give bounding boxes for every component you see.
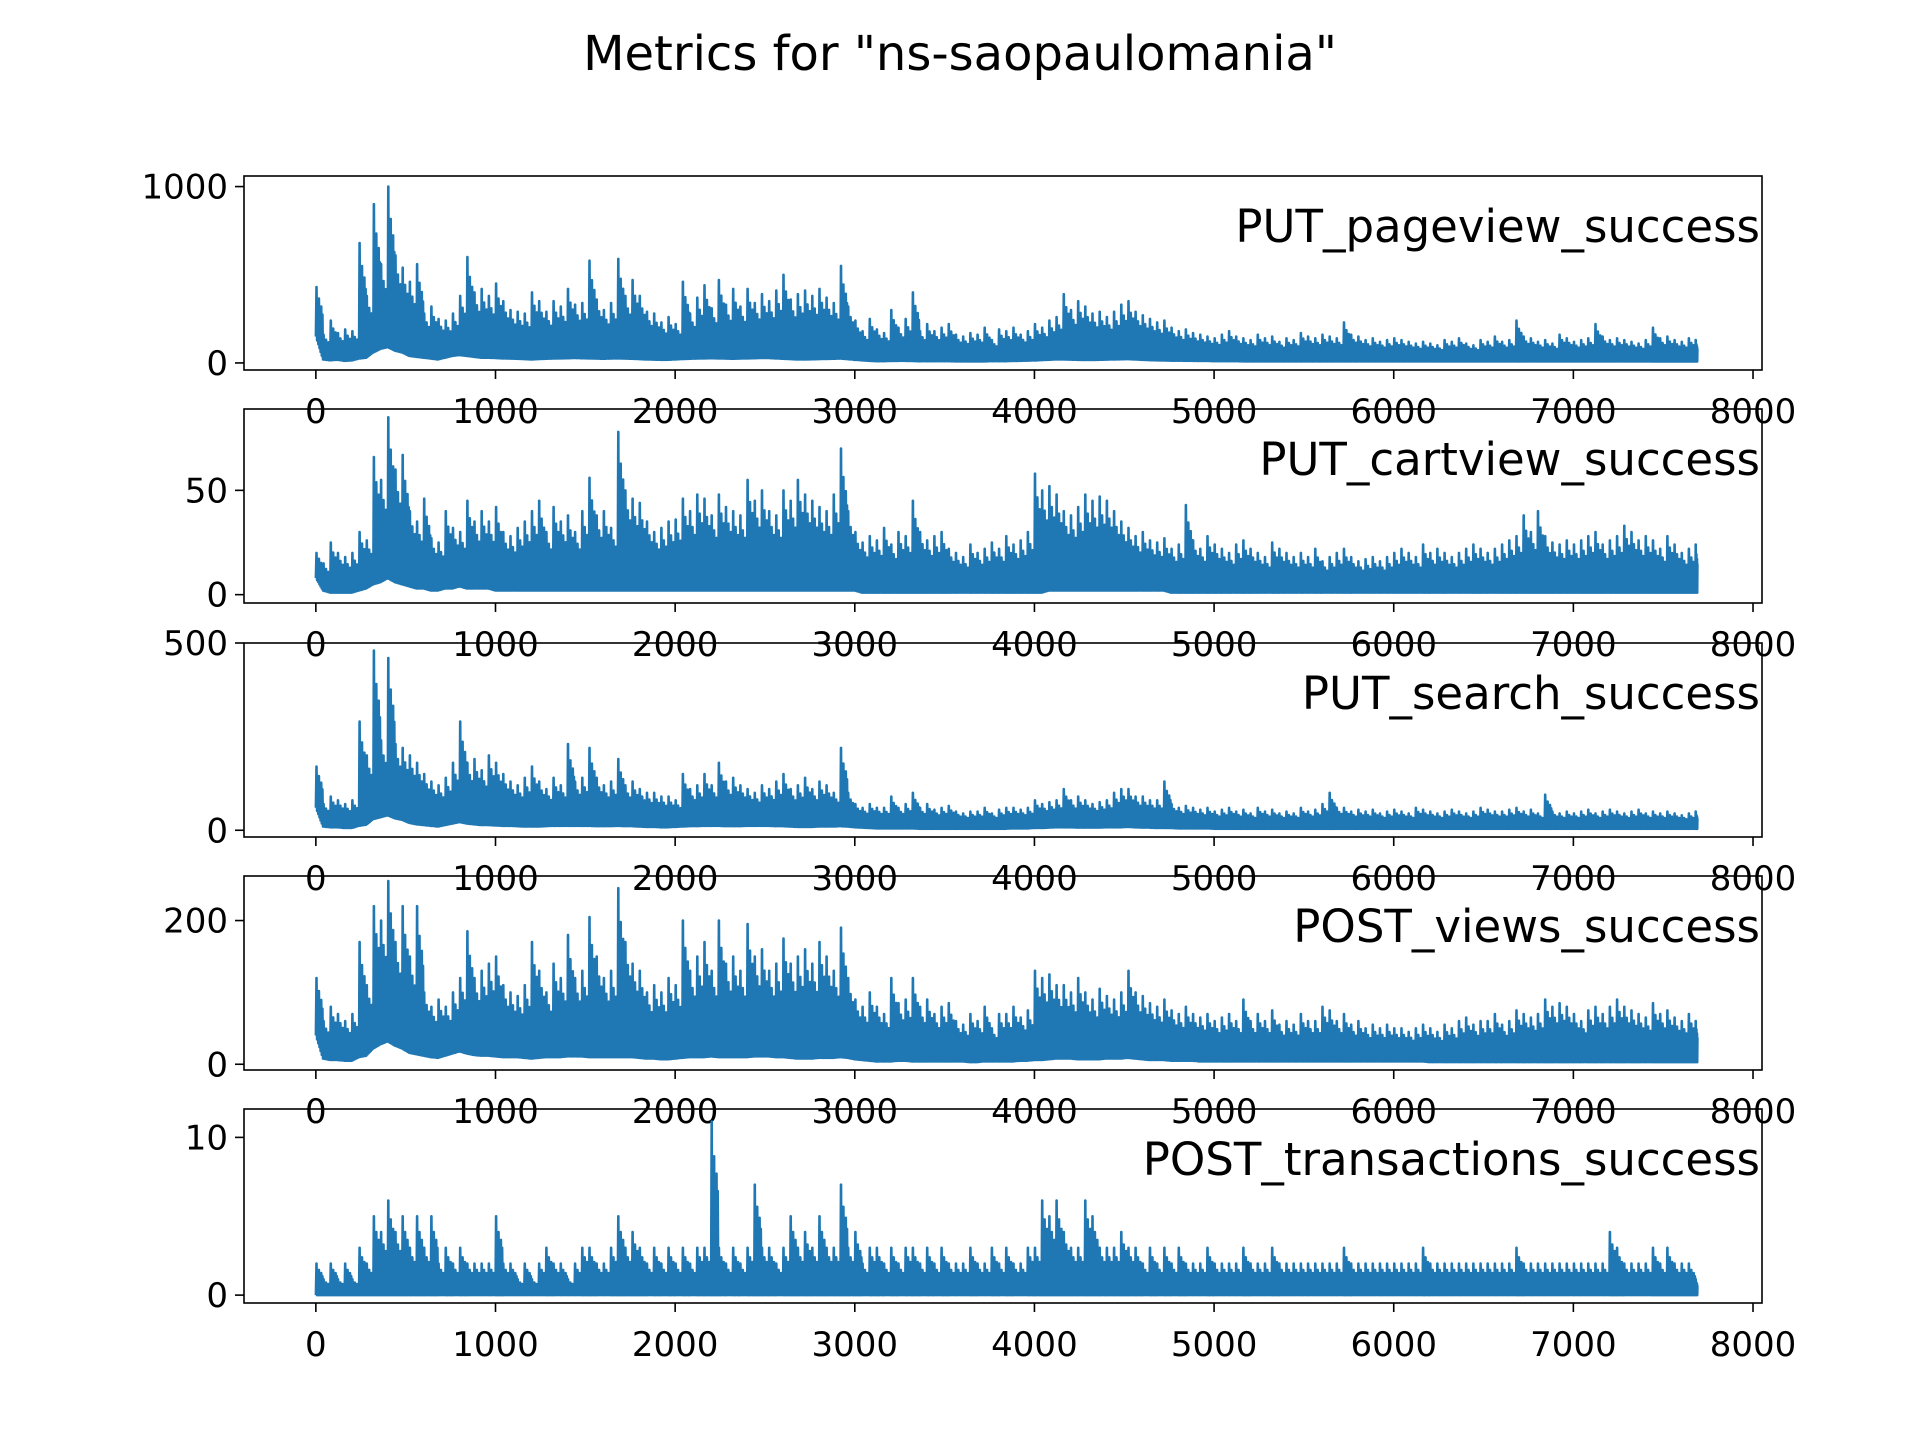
series-label-post-views-success: POST_views_success: [1293, 900, 1760, 953]
x-tick-label: 7000: [1530, 625, 1617, 665]
series-line-post-views-success: [314, 879, 1699, 1064]
x-tick-label: 8000: [1710, 392, 1797, 432]
panel-post-transactions-success: 0 10 0 1000 2000 3000 4000 5000 6000 7000 8000 POST…: [185, 1108, 1797, 1365]
x-tick-label: 3000: [812, 625, 899, 665]
x-tick-label: 2000: [632, 625, 719, 665]
figure-title: Metrics for "ns-saopaulomania": [583, 26, 1337, 82]
x-tick-label: 5000: [1171, 392, 1258, 432]
axes-frame: [243, 642, 1763, 838]
y-tick-label: 500: [163, 624, 228, 664]
axes-frame: [243, 875, 1763, 1071]
series-label-put-search-success: PUT_search_success: [1302, 667, 1760, 720]
x-tick-label: 4000: [991, 1092, 1078, 1132]
x-tick-label: 4000: [991, 1325, 1078, 1365]
y-tick-label: 0: [206, 811, 228, 851]
x-tick-label: 7000: [1530, 392, 1617, 432]
x-tick-label: 2000: [632, 859, 719, 899]
x-tick-label: 8000: [1710, 625, 1797, 665]
y-tick-label: 0: [206, 1045, 228, 1085]
x-tick-label: 7000: [1530, 1325, 1617, 1365]
series-line-put-pageview-success: [314, 185, 1699, 363]
x-tick-label: 0: [305, 392, 327, 432]
x-tick-label: 6000: [1350, 392, 1437, 432]
y-tick-label: 0: [206, 1276, 228, 1316]
x-tick-label: 1000: [452, 625, 539, 665]
x-tick-label: 3000: [812, 392, 899, 432]
axes-frame: [243, 1108, 1763, 1304]
y-tick-label: 1000: [141, 168, 228, 208]
y-tick-label: 50: [185, 471, 228, 511]
x-tick-label: 5000: [1171, 859, 1258, 899]
x-tick-label: 8000: [1710, 859, 1797, 899]
x-tick-label: 2000: [632, 392, 719, 432]
x-tick-label: 6000: [1350, 859, 1437, 899]
x-tick-label: 8000: [1710, 1092, 1797, 1132]
y-tick-label: 200: [163, 902, 228, 942]
x-tick-label: 3000: [812, 1325, 899, 1365]
x-tick-label: 7000: [1530, 859, 1617, 899]
x-tick-label: 4000: [991, 859, 1078, 899]
series-label-put-cartview-success: PUT_cartview_success: [1259, 433, 1760, 486]
x-tick-label: 7000: [1530, 1092, 1617, 1132]
x-tick-label: 2000: [632, 1092, 719, 1132]
x-tick-label: 6000: [1350, 1092, 1437, 1132]
x-tick-label: 0: [305, 859, 327, 899]
x-tick-label: 6000: [1350, 625, 1437, 665]
y-tick-label: 0: [206, 576, 228, 616]
x-tick-label: 6000: [1350, 1325, 1437, 1365]
x-tick-label: 2000: [632, 1325, 719, 1365]
x-tick-label: 1000: [452, 392, 539, 432]
x-tick-label: 5000: [1171, 625, 1258, 665]
x-tick-label: 4000: [991, 625, 1078, 665]
x-tick-label: 4000: [991, 392, 1078, 432]
x-tick-label: 0: [305, 625, 327, 665]
axes-frame: [243, 175, 1763, 371]
x-tick-label: 3000: [812, 1092, 899, 1132]
x-tick-label: 8000: [1710, 1325, 1797, 1365]
series-label-put-pageview-success: PUT_pageview_success: [1235, 200, 1760, 253]
x-tick-label: 5000: [1171, 1325, 1258, 1365]
x-tick-label: 3000: [812, 859, 899, 899]
x-tick-label: 0: [305, 1325, 327, 1365]
x-tick-label: 0: [305, 1092, 327, 1132]
y-tick-label: 10: [185, 1118, 228, 1158]
x-tick-label: 5000: [1171, 1092, 1258, 1132]
series-label-post-transactions-success: POST_transactions_success: [1143, 1133, 1760, 1186]
series-line-put-cartview-success: [314, 416, 1699, 594]
series-line-post-transactions-success: [314, 1120, 1699, 1297]
x-tick-label: 1000: [452, 1325, 539, 1365]
y-tick-label: 0: [206, 344, 228, 384]
x-tick-label: 1000: [452, 859, 539, 899]
axes-frame: [243, 408, 1763, 604]
x-tick-label: 1000: [452, 1092, 539, 1132]
panel-put-pageview-success: 0 1000 0 1000 2000 3000 4000 5000 6000 7000 8000 PU…: [141, 168, 1796, 432]
series-line-put-search-success: [314, 649, 1699, 831]
